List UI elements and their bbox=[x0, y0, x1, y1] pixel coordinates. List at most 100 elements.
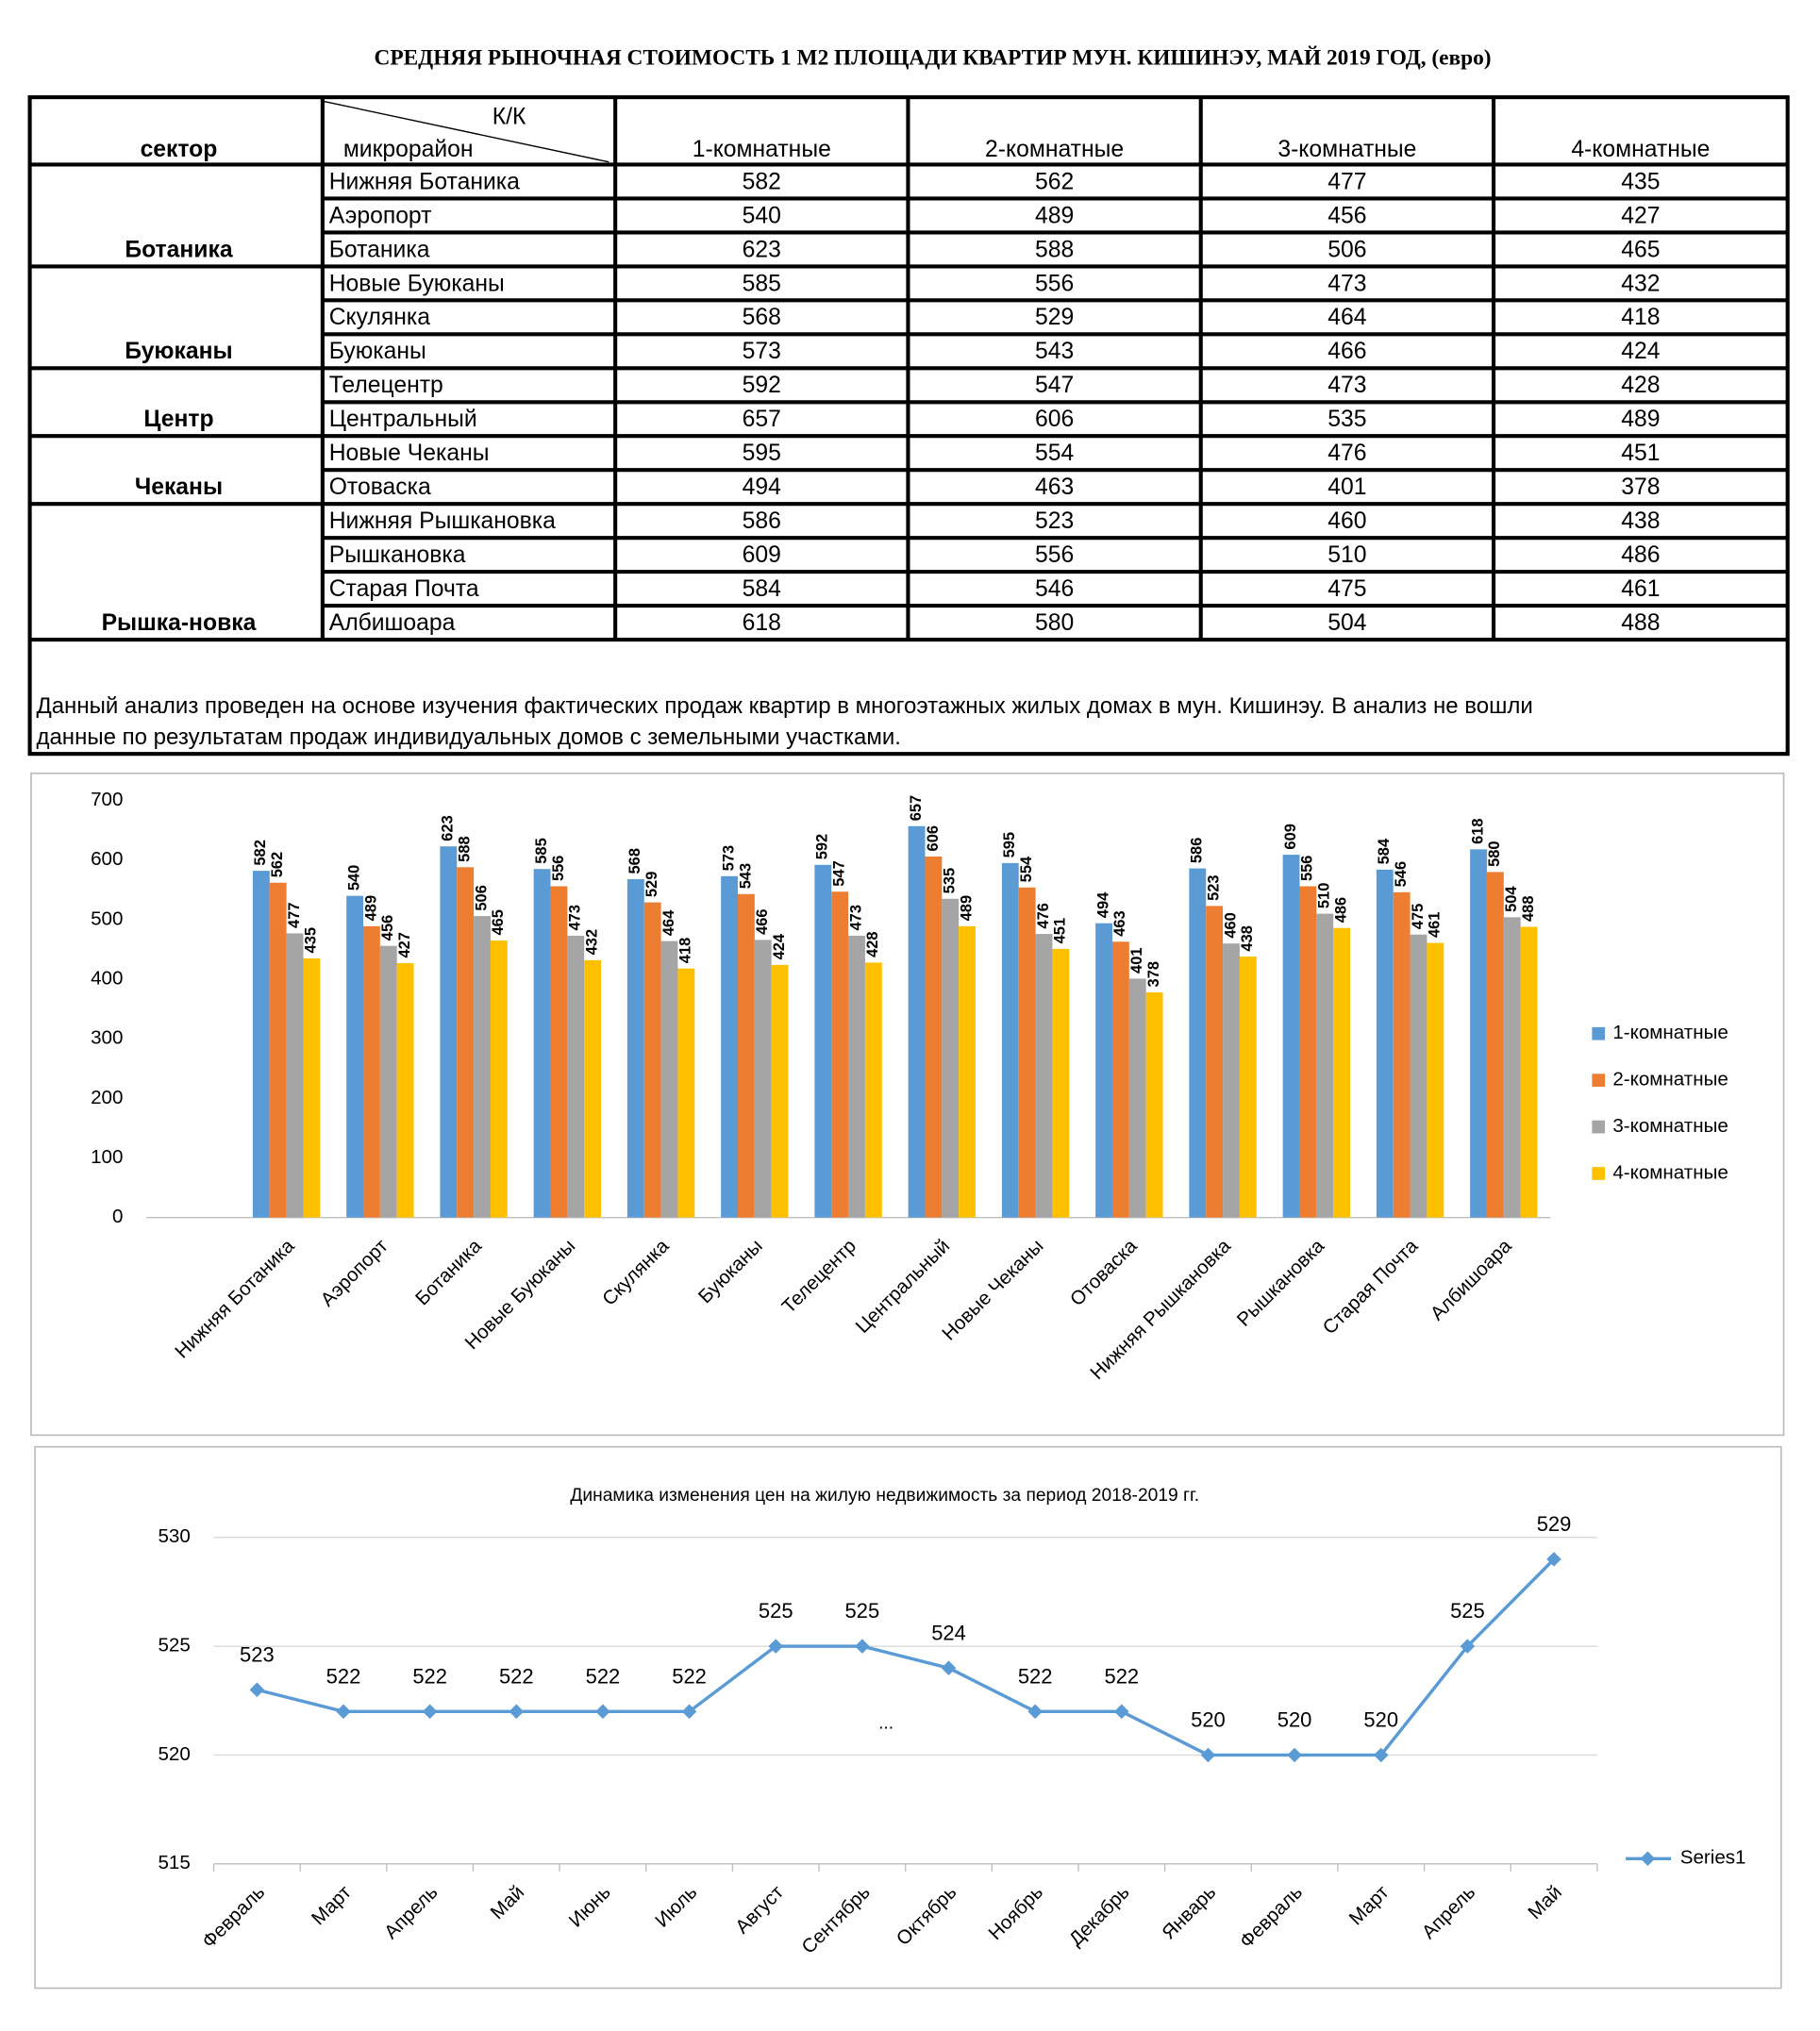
bar-value-label: 556 bbox=[550, 856, 567, 881]
bar-value-label: 618 bbox=[1469, 818, 1486, 843]
table-cell: 435 bbox=[1621, 169, 1660, 194]
table-cell: 489 bbox=[1035, 203, 1074, 228]
bar bbox=[831, 891, 849, 1218]
table-cell: 461 bbox=[1621, 576, 1660, 602]
y-tick-label: 530 bbox=[158, 1525, 190, 1547]
legend-swatch bbox=[1592, 1120, 1606, 1134]
bar bbox=[1145, 991, 1163, 1218]
y-tick-label: 500 bbox=[91, 907, 123, 929]
legend-label: 4-комнатные bbox=[1612, 1161, 1728, 1183]
bar bbox=[1520, 926, 1538, 1218]
header-cell: 2-комнатные bbox=[985, 137, 1124, 162]
bar bbox=[1486, 872, 1504, 1218]
table-cell: 494 bbox=[743, 474, 781, 500]
table-cell: 463 bbox=[1035, 474, 1074, 500]
table-cell: 588 bbox=[1035, 237, 1074, 262]
table-cell: 489 bbox=[1621, 407, 1660, 432]
point-value-label: 525 bbox=[759, 1599, 793, 1623]
bar bbox=[286, 933, 304, 1218]
bar-value-label: 573 bbox=[720, 845, 737, 871]
table-cell: 540 bbox=[743, 203, 781, 228]
bar bbox=[643, 902, 661, 1218]
table-cell: 465 bbox=[1621, 237, 1660, 262]
bar bbox=[721, 875, 738, 1218]
point-value-label: 523 bbox=[240, 1642, 275, 1666]
bar-value-label: 556 bbox=[1299, 856, 1316, 881]
table-cell: Буюканы bbox=[329, 339, 426, 364]
point-value-label: 522 bbox=[412, 1664, 447, 1688]
line-chart-frame bbox=[34, 1445, 1782, 1989]
bar bbox=[1035, 934, 1053, 1218]
table-cell: 504 bbox=[1327, 610, 1366, 636]
table-cell: 464 bbox=[1327, 305, 1366, 330]
bar-value-label: 424 bbox=[771, 933, 788, 959]
table-cell: 623 bbox=[743, 237, 781, 262]
bar-value-label: 435 bbox=[303, 927, 320, 953]
table-cell: 606 bbox=[1035, 407, 1074, 432]
table-cell: 595 bbox=[743, 441, 781, 466]
bar-value-label: 586 bbox=[1189, 838, 1206, 863]
document-title: СРЕДНЯЯ РЫНОЧНАЯ СТОИМОСТЬ 1 М2 ПЛОЩАДИ … bbox=[375, 46, 1492, 71]
legend-label: 2-комнатные bbox=[1612, 1069, 1728, 1090]
table-cell: Скулянка bbox=[329, 305, 431, 330]
table-cell: 657 bbox=[743, 407, 781, 432]
bar bbox=[1316, 913, 1334, 1218]
note-text: Данный анализ проведен на основе изучени… bbox=[36, 693, 1532, 719]
table-cell: 476 bbox=[1327, 441, 1366, 466]
bar-value-label: 510 bbox=[1316, 883, 1333, 908]
table-cell: 580 bbox=[1035, 610, 1074, 636]
table-cell: 428 bbox=[1621, 373, 1660, 398]
sector-cell: Ботаника bbox=[125, 237, 233, 262]
bar bbox=[1239, 957, 1257, 1218]
bar bbox=[440, 846, 458, 1218]
header-cell: 3-комнатные bbox=[1277, 137, 1416, 162]
table-cell: 568 bbox=[743, 305, 781, 330]
bar-value-label: 438 bbox=[1239, 925, 1256, 951]
bar bbox=[567, 935, 585, 1218]
y-tick-label: 300 bbox=[91, 1027, 123, 1049]
bar bbox=[1111, 941, 1129, 1218]
table-cell: Рышкановка bbox=[329, 542, 466, 568]
legend-swatch bbox=[1592, 1167, 1606, 1180]
bar-value-label: 456 bbox=[379, 915, 396, 941]
bar bbox=[677, 968, 695, 1218]
header-diagonal bbox=[322, 100, 609, 163]
bar-value-label: 506 bbox=[473, 885, 490, 910]
y-tick-label: 100 bbox=[91, 1146, 123, 1168]
bar bbox=[942, 898, 960, 1218]
legend-label: 3-комнатные bbox=[1612, 1115, 1728, 1137]
table-cell: 473 bbox=[1327, 271, 1366, 296]
point-value-label: 522 bbox=[1018, 1664, 1053, 1688]
bar bbox=[396, 963, 414, 1218]
point-value-label: 522 bbox=[586, 1664, 621, 1688]
table-cell: 573 bbox=[743, 339, 781, 364]
table-cell: Албишоара bbox=[329, 610, 456, 636]
bar bbox=[626, 878, 644, 1218]
bar bbox=[1282, 855, 1300, 1218]
y-tick-label: 400 bbox=[91, 967, 123, 989]
legend-label: Series1 bbox=[1680, 1847, 1746, 1869]
note-text: данные по результатам продаж индивидуаль… bbox=[36, 724, 901, 750]
y-tick-label: 515 bbox=[158, 1852, 190, 1873]
bar bbox=[1095, 923, 1112, 1218]
table-cell: 535 bbox=[1327, 407, 1366, 432]
bar-value-label: 418 bbox=[677, 938, 694, 963]
table-cell: 506 bbox=[1327, 237, 1366, 262]
bar bbox=[1410, 934, 1428, 1218]
sector-cell: Буюканы bbox=[125, 339, 232, 364]
bar-value-label: 473 bbox=[847, 905, 864, 930]
bar-value-label: 580 bbox=[1486, 841, 1503, 866]
table-cell: 585 bbox=[743, 271, 781, 296]
table-cell: 424 bbox=[1621, 339, 1660, 364]
table-cell: Нижняя Рышкановка bbox=[329, 508, 556, 534]
annotation: ... bbox=[878, 1714, 893, 1734]
header-cell: сектор bbox=[141, 137, 218, 162]
bar-value-label: 401 bbox=[1128, 947, 1145, 973]
bar-value-label: 584 bbox=[1376, 838, 1393, 864]
table-cell: 451 bbox=[1621, 441, 1660, 466]
table-cell: 438 bbox=[1621, 508, 1660, 534]
bar-value-label: 543 bbox=[737, 863, 754, 889]
bar-value-label: 432 bbox=[583, 929, 600, 955]
